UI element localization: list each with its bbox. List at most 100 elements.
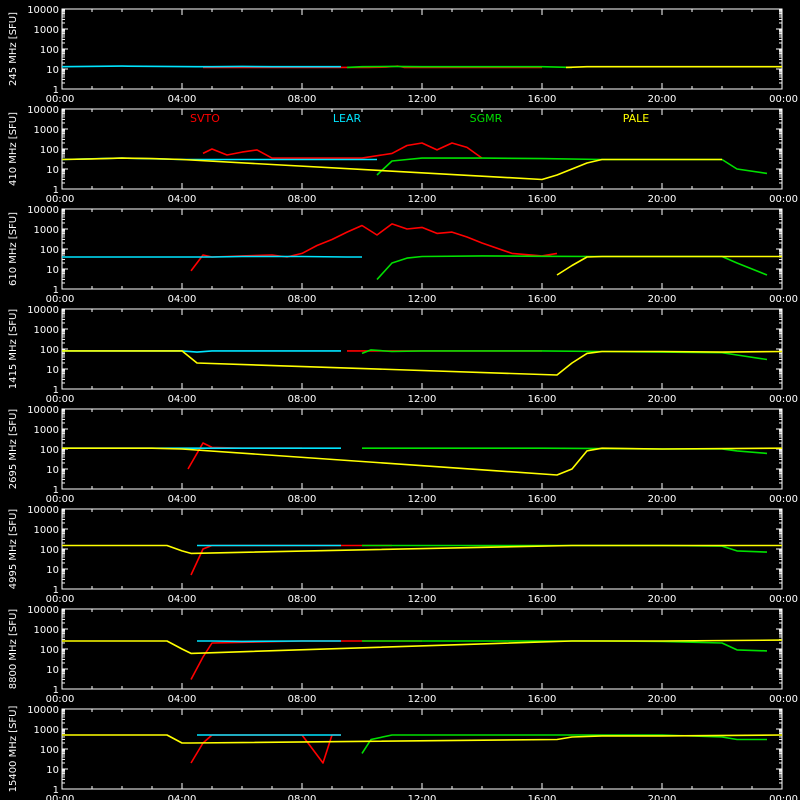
- y-tick-label: 1000: [34, 225, 59, 236]
- x-tick-label: 00:00: [46, 194, 75, 205]
- y-tick-label: 10000: [27, 405, 59, 416]
- plot-frame: [61, 8, 783, 90]
- y-tick-label: 100: [40, 445, 59, 456]
- legend-label-lear: LEAR: [333, 112, 362, 125]
- y-axis-label: 15400 MHz [SFU]: [8, 706, 19, 793]
- x-tick-label: 12:00: [408, 194, 437, 205]
- series-line-trace-2: [61, 65, 341, 68]
- y-tick-label: 100: [40, 745, 59, 756]
- x-tick-label: 12:00: [408, 94, 437, 105]
- x-tick-label: 16:00: [528, 794, 557, 800]
- series-line-trace-4: [62, 447, 783, 476]
- y-axis-label: 410 MHz [SFU]: [8, 112, 19, 186]
- y-tick-label: 10: [46, 565, 59, 576]
- x-tick-label: 12:00: [408, 694, 437, 705]
- y-tick-label: 1: [53, 85, 59, 96]
- x-tick-label: 20:00: [648, 394, 677, 405]
- y-tick-label: 10: [46, 165, 59, 176]
- y-axis-label: 8800 MHz [SFU]: [8, 609, 19, 690]
- panel-1: 1 10 100 1000 10000 00:00 04:00 08:00 12:00 16:00…: [8, 5, 798, 105]
- x-tick-label: 00:00: [769, 94, 798, 105]
- series-line-trace-1: [190, 223, 558, 272]
- x-tick-label: 20:00: [648, 194, 677, 205]
- y-tick-label: 10000: [27, 305, 59, 316]
- series-line-trace-4: [62, 350, 783, 376]
- y-tick-label: 1000: [34, 725, 59, 736]
- legend-label-svto: SVTO: [190, 112, 220, 125]
- y-tick-label: 10000: [27, 105, 59, 116]
- x-tick-label: 20:00: [648, 594, 677, 605]
- series-line-trace-3: [376, 255, 768, 281]
- x-tick-label: 16:00: [528, 394, 557, 405]
- series-line-trace-4: [565, 65, 782, 69]
- x-tick-label: 04:00: [168, 194, 197, 205]
- series-line-trace-2: [62, 255, 362, 258]
- y-tick-label: 1: [53, 385, 59, 396]
- x-tick-label: 12:00: [408, 394, 437, 405]
- x-tick-label: 16:00: [528, 294, 557, 305]
- y-axis-label: 2695 MHz [SFU]: [8, 409, 19, 490]
- panel-6: 1 10 100 1000 10000 00:00 04:00 08:00 12:00 16:00…: [8, 505, 798, 605]
- y-axis-label: 610 MHz [SFU]: [8, 212, 19, 286]
- legend-label-sgmr: SGMR: [470, 112, 503, 125]
- x-tick-label: 00:00: [46, 794, 75, 800]
- x-tick-label: 00:00: [769, 794, 798, 800]
- y-tick-label: 10000: [27, 705, 59, 716]
- x-tick-label: 00:00: [46, 94, 75, 105]
- plot-frame: [61, 608, 783, 690]
- x-tick-label: 00:00: [769, 494, 798, 505]
- y-tick-label: 10000: [27, 505, 59, 516]
- y-tick-label: 1: [53, 285, 59, 296]
- y-tick-label: 1: [53, 485, 59, 496]
- x-tick-label: 08:00: [288, 94, 317, 105]
- x-tick-label: 08:00: [288, 394, 317, 405]
- x-tick-label: 04:00: [168, 694, 197, 705]
- x-tick-label: 04:00: [168, 94, 197, 105]
- y-tick-label: 1: [53, 685, 59, 696]
- x-tick-label: 16:00: [528, 94, 557, 105]
- panel-3: 1 10 100 1000 10000 00:00 04:00 08:00 12:00 16:00…: [8, 205, 798, 305]
- x-tick-label: 16:00: [528, 694, 557, 705]
- x-tick-label: 04:00: [168, 594, 197, 605]
- y-axis-label: 4995 MHz [SFU]: [8, 509, 19, 590]
- series-line-sgmr: [376, 157, 768, 176]
- y-tick-label: 1000: [34, 625, 59, 636]
- legend-label-pale: PALE: [623, 112, 650, 125]
- x-tick-label: 04:00: [168, 494, 197, 505]
- x-tick-label: 04:00: [168, 394, 197, 405]
- plot-frame: [61, 108, 783, 190]
- y-tick-label: 1000: [34, 125, 59, 136]
- x-tick-label: 04:00: [168, 294, 197, 305]
- plot-frame: [61, 708, 783, 790]
- panel-4: 1 10 100 1000 10000 00:00 04:00 08:00 12:00 16:00…: [8, 305, 798, 405]
- series-line-trace-3: [361, 734, 767, 754]
- series-line-pale: [61, 157, 722, 181]
- series-line-trace-4: [62, 639, 783, 655]
- series-line-trace-3: [361, 349, 768, 361]
- y-tick-label: 10: [46, 265, 59, 276]
- y-tick-label: 10: [46, 765, 59, 776]
- y-tick-label: 10: [46, 465, 59, 476]
- plot-frame: [61, 208, 783, 290]
- x-tick-label: 20:00: [648, 94, 677, 105]
- x-tick-label: 04:00: [168, 794, 197, 800]
- x-tick-label: 20:00: [648, 794, 677, 800]
- x-tick-label: 20:00: [648, 694, 677, 705]
- y-tick-label: 1: [53, 585, 59, 596]
- series-line-trace-4: [62, 544, 782, 555]
- y-axis-label: 245 MHz [SFU]: [8, 12, 19, 86]
- y-tick-label: 10000: [27, 205, 59, 216]
- x-tick-label: 08:00: [288, 294, 317, 305]
- series-line-trace-3: [362, 447, 768, 455]
- panel-5: 1 10 100 1000 10000 00:00 04:00 08:00 12:00 16:00…: [8, 405, 798, 505]
- y-tick-label: 100: [40, 245, 59, 256]
- x-tick-label: 00:00: [46, 694, 75, 705]
- panel-7: 1 10 100 1000 10000 00:00 04:00 08:00 12:00 16:00…: [8, 605, 798, 705]
- y-tick-label: 100: [40, 345, 59, 356]
- y-tick-label: 100: [40, 45, 59, 56]
- series-line-trace-1: [190, 734, 341, 764]
- x-tick-label: 00:00: [46, 294, 75, 305]
- x-tick-label: 20:00: [648, 294, 677, 305]
- x-tick-label: 08:00: [288, 794, 317, 800]
